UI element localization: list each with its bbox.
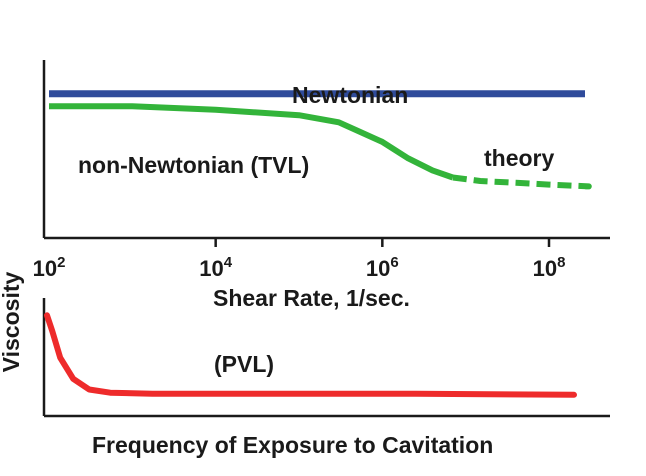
top-x-axis-label: Shear Rate, 1/sec. bbox=[213, 285, 410, 311]
series-label-newtonian: Newtonian bbox=[292, 82, 408, 108]
x-tick-label: 106 bbox=[366, 254, 399, 281]
series-label-pvl: (PVL) bbox=[214, 351, 274, 377]
series-line-non-newtonian-tvl bbox=[49, 103, 454, 181]
y-axis-label: Viscosity bbox=[0, 272, 24, 373]
bottom-x-axis-label: Frequency of Exposure to Cavitation bbox=[92, 432, 493, 458]
x-tick-label: 108 bbox=[533, 254, 566, 281]
top-x-ticks: 102 104 106 108 bbox=[33, 238, 566, 281]
x-tick-label: 104 bbox=[199, 254, 232, 281]
series-line-pvl bbox=[44, 312, 577, 398]
bottom-series-group bbox=[44, 312, 577, 398]
series-label-non-newtonian: non-Newtonian (TVL) bbox=[78, 152, 309, 178]
top-series-group bbox=[49, 90, 592, 190]
x-tick-label: 102 bbox=[33, 254, 66, 281]
series-label-theory: theory bbox=[484, 145, 555, 171]
series-line-theory bbox=[452, 174, 592, 190]
